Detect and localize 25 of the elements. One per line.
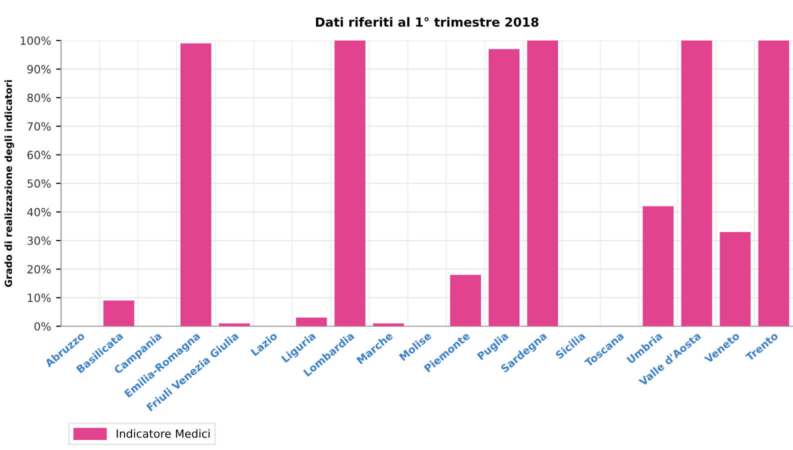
y-tick-label: 20%: [27, 265, 51, 274]
bar: [488, 49, 520, 326]
y-tick-label: 90%: [27, 65, 51, 74]
y-tick-label: 100%: [20, 36, 51, 45]
bar: [527, 40, 558, 326]
bar: [334, 40, 366, 326]
bar: [103, 300, 134, 326]
y-tick-label: 0%: [34, 322, 51, 331]
y-axis-title: Grado di realizzazione degli indicatori: [4, 80, 14, 287]
legend-label: Indicatore Medici: [116, 429, 210, 438]
y-tick-label: 40%: [27, 208, 51, 216]
bar: [758, 40, 790, 326]
y-tick-label: 80%: [27, 94, 51, 102]
y-tick-label: 60%: [27, 150, 51, 160]
bar: [180, 43, 212, 326]
y-tick-label: 50%: [28, 179, 51, 188]
bar: [642, 206, 674, 326]
bar: [296, 318, 327, 326]
chart-title: Dati riferiti al 1° trimestre 2018: [316, 17, 538, 27]
bar: [681, 40, 712, 326]
bar: [720, 232, 751, 326]
y-tick-label: 30%: [27, 236, 51, 245]
y-tick-label: 70%: [28, 122, 51, 131]
bar: [450, 274, 481, 326]
y-tick-label: 10%: [28, 294, 51, 302]
